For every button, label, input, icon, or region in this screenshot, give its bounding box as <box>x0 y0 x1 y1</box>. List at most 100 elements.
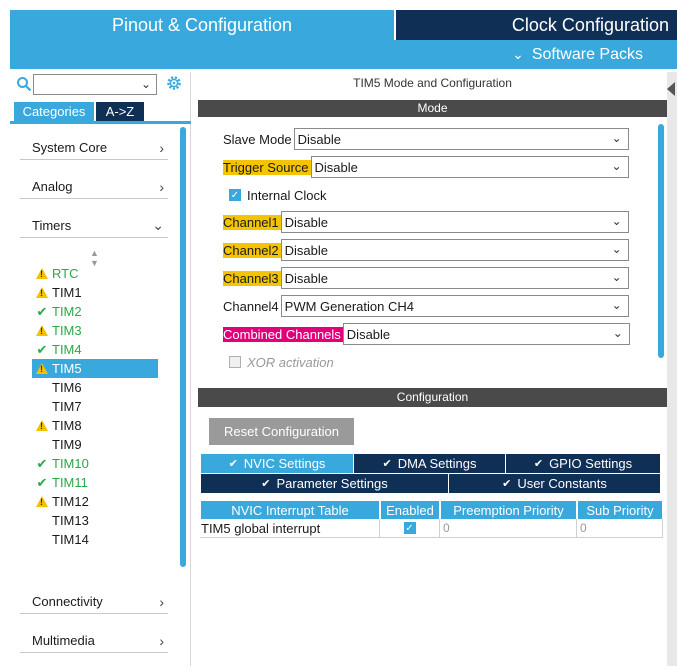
tab-clock-configuration[interactable]: Clock Configuration <box>396 10 677 40</box>
xor-activation-checkbox[interactable] <box>229 356 241 368</box>
list-item-tim2[interactable]: ✔ TIM2 <box>32 302 158 321</box>
mode-section-header: Mode <box>198 100 667 117</box>
combined-channels-label: Combined Channels <box>223 326 343 342</box>
column-header-preemption-priority[interactable]: Preemption Priority <box>441 501 576 519</box>
slave-mode-select[interactable]: Disable ⌄ <box>293 128 629 150</box>
channel3-row: Channel3 Disable ⌄ <box>223 267 629 289</box>
component-sidebar: ⌄ Categories A->Z System Core › Analog ›… <box>10 72 191 666</box>
select-value: Disable <box>346 326 391 342</box>
category-label: Connectivity <box>32 594 103 609</box>
channel4-row: Channel4 PWM Generation CH4 ⌄ <box>223 295 629 317</box>
chevron-down-icon: ⌄ <box>612 326 623 340</box>
list-item-tim4[interactable]: ✔ TIM4 <box>32 340 158 359</box>
list-item-label: TIM7 <box>52 399 82 414</box>
list-item-label: TIM2 <box>52 304 82 319</box>
internal-clock-label: Internal Clock <box>247 187 327 203</box>
list-item-label: TIM4 <box>52 342 82 357</box>
chevron-down-icon: ⌄ <box>152 217 164 233</box>
mode-scrollbar[interactable] <box>658 124 664 358</box>
list-item-tim9[interactable]: TIM9 <box>32 435 158 454</box>
tab-gpio-settings[interactable]: ✔ GPIO Settings <box>506 454 660 473</box>
channel1-label: Channel1 <box>223 214 281 230</box>
channel2-row: Channel2 Disable ⌄ <box>223 239 629 261</box>
sort-arrows-icon[interactable]: ▲ ▼ <box>90 248 99 268</box>
list-item-tim13[interactable]: TIM13 <box>32 511 158 530</box>
tab-parameter-settings[interactable]: ✔ Parameter Settings <box>201 474 448 493</box>
check-circle-icon: ✔ <box>382 458 392 470</box>
column-header-enabled[interactable]: Enabled <box>381 501 439 519</box>
list-item-label: TIM3 <box>52 323 82 338</box>
warning-icon <box>32 363 52 374</box>
check-icon: ✔ <box>36 455 48 471</box>
list-item-tim8[interactable]: TIM8 <box>32 416 158 435</box>
configuration-section-header: Configuration <box>198 388 667 407</box>
list-item-label: TIM8 <box>52 418 82 433</box>
combined-channels-select[interactable]: Disable ⌄ <box>342 323 630 345</box>
trigger-source-select[interactable]: Disable ⌄ <box>310 156 629 178</box>
list-item-tim1[interactable]: TIM1 <box>32 283 158 302</box>
list-item-tim10[interactable]: ✔ TIM10 <box>32 454 158 473</box>
sidebar-scrollbar[interactable] <box>180 127 186 567</box>
chevron-down-icon: ⌄ <box>140 77 151 91</box>
chevron-down-icon: ⌄ <box>611 242 622 256</box>
category-analog[interactable]: Analog › <box>20 175 168 199</box>
list-item-tim7[interactable]: TIM7 <box>32 397 158 416</box>
list-item-label: TIM12 <box>52 494 89 509</box>
select-value: Disable <box>314 159 358 175</box>
tab-a-to-z[interactable]: A->Z <box>96 102 144 121</box>
list-item-tim11[interactable]: ✔ TIM11 <box>32 473 158 492</box>
search-input[interactable]: ⌄ <box>33 74 157 95</box>
category-multimedia[interactable]: Multimedia › <box>20 629 168 653</box>
channel2-select[interactable]: Disable ⌄ <box>280 239 629 261</box>
list-item-rtc[interactable]: RTC <box>32 264 158 283</box>
channel1-row: Channel1 Disable ⌄ <box>223 211 629 233</box>
column-header-nvic-interrupt-table[interactable]: NVIC Interrupt Table <box>201 501 379 519</box>
list-item-label: TIM14 <box>52 532 89 547</box>
category-system-core[interactable]: System Core › <box>20 136 168 160</box>
tab-categories[interactable]: Categories <box>14 102 94 121</box>
category-label: System Core <box>32 140 108 155</box>
category-connectivity[interactable]: Connectivity › <box>20 590 168 614</box>
timers-list: RTC TIM1 ✔ TIM2 TIM3 ✔ TIM4 TIM5 TIM6 TI… <box>32 264 158 549</box>
tab-nvic-settings[interactable]: ✔ NVIC Settings <box>201 454 353 473</box>
table-cell-enabled: ✓ <box>380 519 440 538</box>
software-packs-menu[interactable]: ⌄ Software Packs <box>10 40 677 69</box>
xor-activation-label: XOR activation <box>247 354 334 370</box>
list-item-tim14[interactable]: TIM14 <box>32 530 158 549</box>
select-value: PWM Generation CH4 <box>284 298 414 314</box>
slave-mode-label: Slave Mode <box>223 131 292 147</box>
collapse-arrow-icon[interactable] <box>667 82 675 96</box>
table-cell-sub-priority[interactable]: 0 <box>577 519 663 538</box>
gear-icon[interactable] <box>165 74 183 92</box>
channel4-select[interactable]: PWM Generation CH4 ⌄ <box>280 295 629 317</box>
page-title: TIM5 Mode and Configuration <box>353 76 512 90</box>
select-value: Disable <box>297 131 342 147</box>
list-item-tim6[interactable]: TIM6 <box>32 378 158 397</box>
tab-user-constants[interactable]: ✔ User Constants <box>449 474 660 493</box>
search-icon[interactable] <box>16 76 32 92</box>
tab-label: User Constants <box>517 476 607 491</box>
internal-clock-checkbox[interactable]: ✓ <box>229 189 241 201</box>
category-label: Multimedia <box>32 633 95 648</box>
tab-pinout-configuration[interactable]: Pinout & Configuration <box>10 10 394 40</box>
right-edge-strip <box>667 72 677 666</box>
tab-dma-settings[interactable]: ✔ DMA Settings <box>354 454 505 473</box>
list-item-label: TIM1 <box>52 285 82 300</box>
mode-configuration-panel: TIM5 Mode and Configuration Mode Slave M… <box>198 72 667 666</box>
reset-configuration-button[interactable]: Reset Configuration <box>209 418 354 445</box>
chevron-right-icon: › <box>159 632 164 649</box>
channel3-select[interactable]: Disable ⌄ <box>280 267 629 289</box>
column-header-sub-priority[interactable]: Sub Priority <box>578 501 662 519</box>
select-value: Disable <box>284 242 329 258</box>
list-item-tim5[interactable]: TIM5 <box>32 359 158 378</box>
enabled-checkbox[interactable]: ✓ <box>403 522 416 534</box>
list-item-tim3[interactable]: TIM3 <box>32 321 158 340</box>
category-timers[interactable]: Timers ⌄ <box>20 214 168 238</box>
chevron-down-icon: ⌄ <box>611 270 622 284</box>
table-cell-preemption-priority[interactable]: 0 <box>440 519 577 538</box>
list-item-tim12[interactable]: TIM12 <box>32 492 158 511</box>
channel1-select[interactable]: Disable ⌄ <box>280 211 629 233</box>
chevron-down-icon: ⌄ <box>611 159 622 173</box>
list-item-label: RTC <box>52 266 79 281</box>
tab-label: Parameter Settings <box>276 476 388 491</box>
